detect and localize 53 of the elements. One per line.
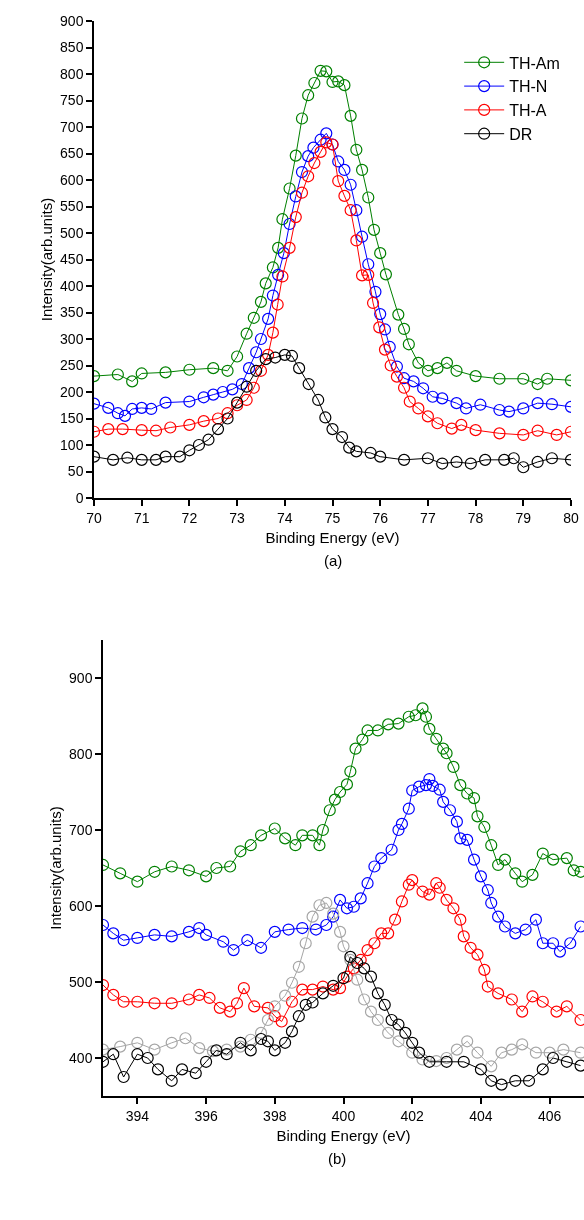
- y-tick-label: 750: [60, 92, 84, 109]
- y-tick-label: 50: [67, 463, 84, 480]
- y-tick-label: 600: [69, 897, 93, 914]
- y-tick-label: 250: [60, 357, 84, 374]
- x-tick-label: 73: [229, 509, 246, 526]
- y-tick-label: 900: [60, 12, 84, 29]
- legend-label: TH-A: [509, 102, 547, 120]
- y-tick-label: 900: [69, 669, 93, 686]
- y-axis-title: Intensity(arb.units): [37, 197, 55, 322]
- y-tick-label: 450: [60, 251, 84, 268]
- y-tick-label: 400: [69, 1049, 93, 1066]
- x-tick-label: 76: [372, 509, 389, 526]
- y-tick-label: 600: [60, 171, 84, 188]
- y-tick-label: 700: [69, 821, 93, 838]
- y-tick-label: 550: [60, 198, 84, 215]
- x-tick-label: 70: [86, 509, 102, 526]
- legend-label: TH-Am: [509, 54, 560, 72]
- x-tick-label: 79: [515, 509, 532, 526]
- x-tick-label: 396: [194, 1107, 218, 1124]
- x-tick-label: 80: [563, 509, 579, 526]
- x-tick-label: 400: [331, 1107, 356, 1124]
- legend-label: TH-N: [509, 78, 548, 96]
- y-tick-label: 350: [60, 304, 84, 321]
- y-tick-label: 400: [60, 277, 84, 294]
- y-tick-label: 0: [75, 489, 84, 506]
- y-axis-title: Intensity(arb.units): [46, 806, 64, 930]
- x-tick-label: 404: [469, 1107, 493, 1124]
- x-axis-title: Binding Energy (eV): [276, 1127, 411, 1145]
- x-tick-label: 406: [537, 1107, 562, 1124]
- y-tick-label: 200: [60, 383, 84, 400]
- y-tick-label: 800: [60, 65, 84, 82]
- y-tick-label: 150: [60, 410, 84, 427]
- x-tick-label: 402: [400, 1107, 425, 1124]
- y-tick-label: 300: [60, 330, 84, 347]
- y-tick-label: 700: [60, 118, 84, 135]
- y-tick-label: 800: [69, 745, 93, 762]
- y-tick-label: 500: [69, 973, 93, 990]
- x-axis-title: Binding Energy (eV): [265, 529, 400, 547]
- text: (b): [328, 1150, 347, 1167]
- x-tick-label: 394: [125, 1107, 150, 1124]
- y-tick-label: 650: [60, 145, 84, 162]
- legend-label: DR: [509, 125, 533, 143]
- x-tick-label: 75: [324, 509, 341, 526]
- y-tick-label: 100: [60, 436, 84, 453]
- x-tick-label: 71: [133, 509, 150, 526]
- text: (a): [324, 552, 343, 569]
- x-tick-label: 78: [467, 509, 484, 526]
- x-tick-label: 398: [263, 1107, 287, 1124]
- x-tick-label: 74: [277, 509, 293, 526]
- y-tick-label: 500: [60, 224, 84, 241]
- y-tick-label: 850: [60, 39, 84, 56]
- x-tick-label: 72: [181, 509, 198, 526]
- x-tick-label: 77: [420, 509, 436, 526]
